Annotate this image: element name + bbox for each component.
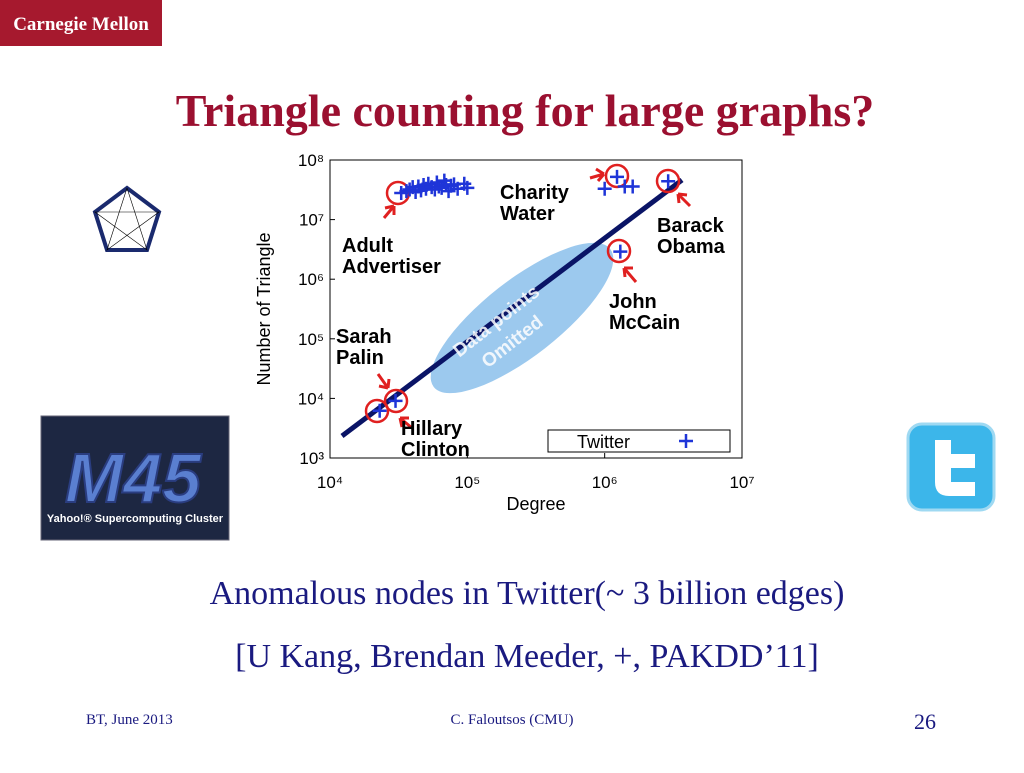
data-point — [661, 174, 676, 189]
logo-box — [0, 0, 162, 46]
legend-label: Twitter — [577, 432, 630, 452]
data-point — [597, 181, 612, 196]
data-point — [443, 178, 458, 193]
annotation: Adult — [342, 235, 393, 257]
trend-line — [340, 178, 684, 438]
caption-line: [U Kang, Brendan Meeder, +, PAKDD’11] — [235, 638, 819, 675]
x-tick-label: 10⁴ — [317, 473, 343, 492]
page-number: 26 — [914, 709, 936, 734]
legend-box — [547, 429, 731, 453]
cluster-name: M45 — [65, 439, 202, 517]
annotation: Advertiser — [342, 256, 441, 278]
annotation: John — [609, 291, 657, 313]
data-point — [613, 244, 628, 259]
footer-left: BT, June 2013 — [86, 712, 173, 728]
y-tick-label: 10⁵ — [298, 330, 324, 349]
x-tick-label: 10⁶ — [592, 473, 618, 492]
chart: 10⁴ 10⁵ 10⁶ 10⁷ 10³ 10⁴ 10⁵ 10⁶ 10⁷ 10⁸ Degree Numb… — [254, 151, 755, 514]
annotation: Barack — [657, 215, 725, 237]
x-tick-label: 10⁷ — [729, 473, 754, 492]
annotation: Hillary — [401, 418, 463, 440]
omitted-region — [430, 242, 614, 394]
twitter-icon — [906, 422, 996, 512]
cluster-image: M45 Yahoo!® Supercomputing Cluster — [40, 415, 230, 541]
logo: Carnegie Mellon — [13, 14, 149, 35]
annotation: Obama — [657, 236, 726, 258]
y-tick-label: 10⁷ — [299, 211, 324, 230]
annotation: Water — [500, 203, 555, 225]
data-point — [372, 403, 387, 418]
annotation: Palin — [336, 347, 384, 369]
y-tick-label: 10⁴ — [298, 389, 324, 408]
y-tick-label: 10⁶ — [298, 270, 324, 289]
y-tick-label: 10³ — [299, 449, 324, 468]
cluster-caption: Yahoo!® Supercomputing Cluster — [47, 513, 224, 525]
data-point — [388, 393, 403, 408]
data-point — [610, 169, 625, 184]
annotation: Sarah — [336, 326, 392, 348]
legend-marker — [679, 434, 693, 448]
footer-center: C. Faloutsos (CMU) — [451, 712, 574, 728]
data-point — [460, 180, 475, 195]
pentagon-icon — [92, 185, 162, 252]
annotation: McCain — [609, 312, 680, 334]
annotation: Charity — [500, 182, 570, 204]
caption-line: Anomalous nodes in Twitter(~ 3 billion e… — [210, 575, 845, 612]
arrows — [376, 167, 692, 430]
x-axis-label: Degree — [506, 494, 565, 514]
annotation: Clinton — [401, 439, 470, 461]
data-point — [625, 179, 640, 194]
y-tick-label: 10⁸ — [298, 151, 324, 170]
title: Triangle counting for large graphs? — [176, 85, 875, 136]
y-axis-label: Number of Triangle — [254, 232, 274, 385]
x-tick-label: 10⁵ — [454, 473, 480, 492]
